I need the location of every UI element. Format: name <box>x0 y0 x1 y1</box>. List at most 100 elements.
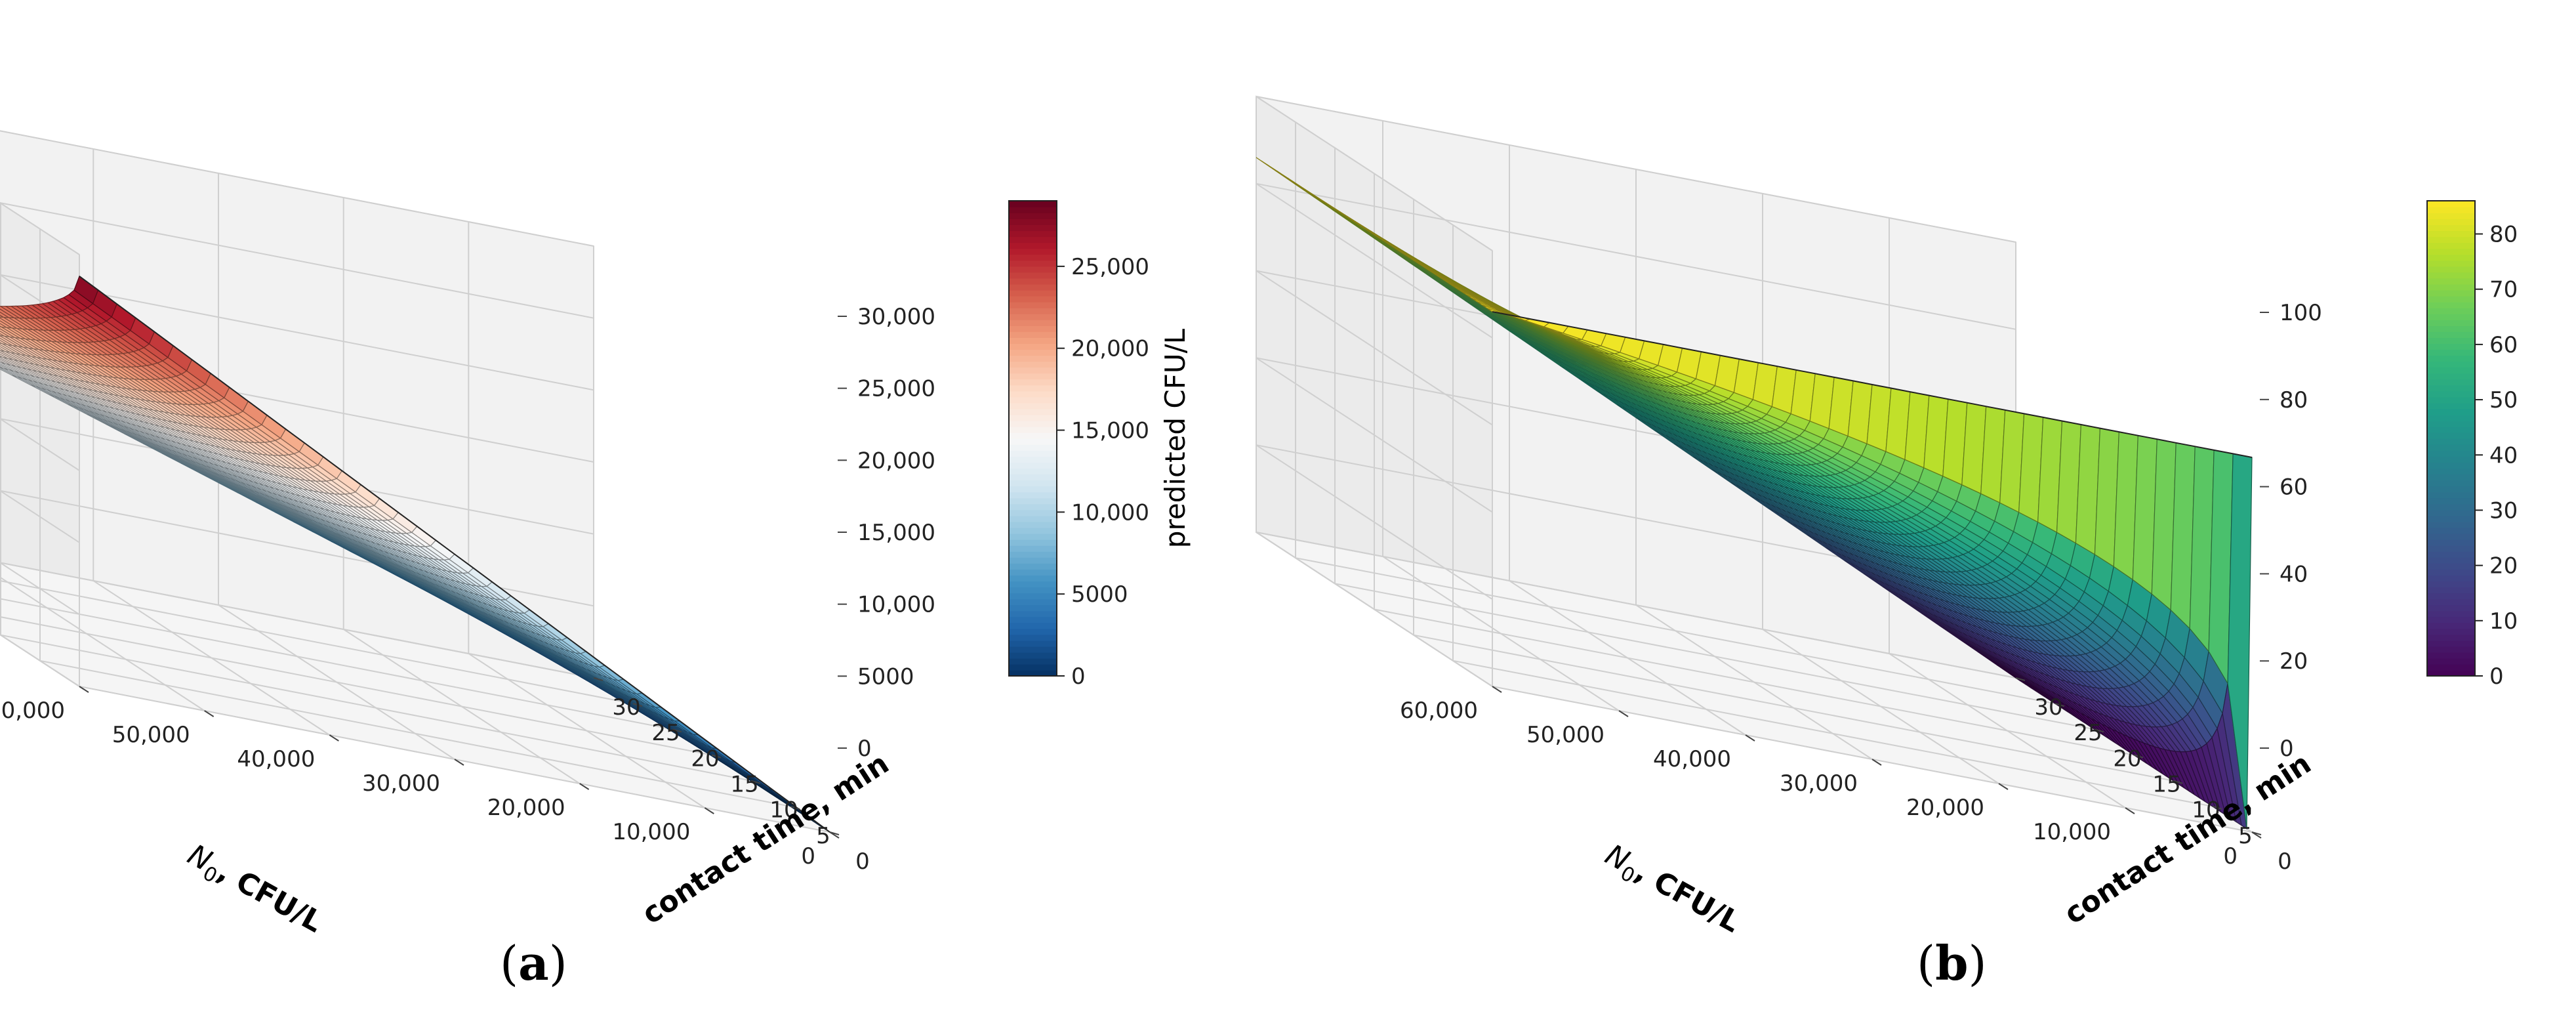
colorbar-swatch <box>1009 219 1057 225</box>
colorbar-swatch <box>2427 444 2475 451</box>
z-tick-label: 60 <box>2280 474 2308 501</box>
x-tick-mark <box>704 807 714 814</box>
colorbar-swatch <box>2427 266 2475 273</box>
colorbar-swatch <box>2427 628 2475 635</box>
colorbar-swatch <box>2427 497 2475 505</box>
colorbar-swatch <box>1009 604 1057 612</box>
colorbar-swatch <box>1009 539 1057 546</box>
x-tick-label: 20,000 <box>1906 795 1984 821</box>
colorbar-swatch <box>1009 438 1057 445</box>
gridline-z <box>0 202 594 327</box>
colorbar-swatch <box>2427 213 2475 219</box>
x-tick-label: 20,000 <box>487 795 565 821</box>
colorbar-frame <box>1008 200 1057 677</box>
colorbar-swatch <box>1009 224 1057 232</box>
colorbar-swatch <box>1009 462 1057 469</box>
colorbar-swatch <box>1009 509 1057 516</box>
colorbar-swatch <box>1009 533 1057 540</box>
gridline-z <box>1256 444 2016 600</box>
colorbar-tick-label: 30 <box>2489 497 2518 524</box>
colorbar-swatch <box>2427 355 2475 362</box>
colorbar-tick-label: 0 <box>1071 663 1086 690</box>
colorbar-swatch <box>2427 283 2475 291</box>
colorbar-swatch <box>1009 373 1057 380</box>
colorbar-swatch <box>1009 367 1057 374</box>
colorbar-swatch <box>1009 593 1057 600</box>
colorbar-swatch <box>1009 640 1057 647</box>
gridline-z <box>1256 182 2016 339</box>
colorbar-swatch <box>1009 414 1057 421</box>
y-tick-label: 15 <box>730 772 758 798</box>
colorbar-swatch <box>1009 307 1057 314</box>
colorbar-swatch <box>2427 367 2475 374</box>
colorbar-swatch <box>1009 242 1057 249</box>
z-tick-label: 80 <box>2280 387 2308 413</box>
x-tick-label: 40,000 <box>1653 746 1731 772</box>
colorbar-tick-label: 50 <box>2489 387 2518 413</box>
x-tick-label: 0 <box>801 843 815 870</box>
colorbar-swatch <box>1009 468 1057 475</box>
colorbar-swatch <box>2427 201 2475 207</box>
z-tick-label: 10,000 <box>857 592 935 618</box>
colorbar-swatch <box>2427 533 2475 540</box>
colorbar-swatch <box>1009 492 1057 499</box>
colorbar-swatch <box>2427 462 2475 469</box>
y-tick-mark <box>593 677 603 681</box>
colorbar-swatch <box>2427 361 2475 368</box>
z-tick-label: 40 <box>2280 561 2308 587</box>
colorbar-swatch <box>2427 569 2475 576</box>
colorbar-swatch <box>1009 248 1057 255</box>
colorbar-swatch <box>2427 486 2475 493</box>
colorbar-swatch <box>1009 426 1057 433</box>
colorbar-swatch <box>1009 622 1057 629</box>
colorbar-swatch <box>1009 385 1057 392</box>
colorbar-swatch <box>2427 307 2475 314</box>
colorbar-swatch <box>2427 385 2475 392</box>
colorbar-swatch <box>2427 390 2475 398</box>
y-tick-label: 10 <box>769 797 798 824</box>
colorbar-swatch <box>2427 432 2475 439</box>
colorbar-swatch <box>2427 408 2475 415</box>
colorbar-swatch <box>1009 420 1057 427</box>
colorbar-swatch <box>2427 646 2475 653</box>
colorbar-swatch <box>1009 515 1057 522</box>
colorbar-swatch <box>1009 201 1057 207</box>
x-tick-label: 30,000 <box>362 770 440 797</box>
panel-a-caption: (a) <box>500 935 567 991</box>
colorbar-swatch <box>2427 634 2475 641</box>
colorbar-swatch <box>2427 492 2475 499</box>
colorbar-swatch <box>2427 272 2475 279</box>
colorbar-tick-label: 70 <box>2489 277 2518 303</box>
colorbar-swatch <box>2427 379 2475 386</box>
colorbar-swatch <box>2427 254 2475 261</box>
colorbar-swatch <box>1009 337 1057 344</box>
z-tick-label: 0 <box>857 736 872 762</box>
colorbar-swatch <box>1009 254 1057 261</box>
colorbar-swatch <box>2427 402 2475 409</box>
colorbar-swatch <box>1009 557 1057 564</box>
y-tick-label: 25 <box>2074 720 2102 746</box>
colorbar-swatch <box>2427 331 2475 338</box>
colorbar-swatch <box>1009 313 1057 320</box>
colorbar-tick-label: 40 <box>2489 442 2518 469</box>
y-tick-label: 20 <box>691 745 719 772</box>
colorbar-swatch <box>1009 563 1057 570</box>
colorbar-swatch <box>2427 236 2475 243</box>
colorbar-swatch <box>1009 355 1057 362</box>
colorbar-swatch <box>2427 373 2475 380</box>
colorbar-swatch <box>1009 343 1057 350</box>
colorbar-tick-label: 0 <box>2489 663 2504 690</box>
colorbar-swatch <box>1009 272 1057 279</box>
colorbar-swatch <box>1009 610 1057 618</box>
y-tick-label: 0 <box>2278 849 2292 875</box>
y-tick-mark <box>632 703 643 707</box>
colorbar-swatch <box>2427 539 2475 546</box>
colorbar-swatch <box>2427 230 2475 238</box>
colorbar-swatch <box>2427 545 2475 552</box>
colorbar-swatch <box>2427 622 2475 629</box>
colorbar-swatch <box>1009 628 1057 635</box>
y-tick-mark <box>711 754 722 759</box>
gridline-y <box>0 579 634 705</box>
colorbar-tick-label: 20 <box>2489 553 2518 579</box>
gridline-z <box>1256 96 2016 251</box>
